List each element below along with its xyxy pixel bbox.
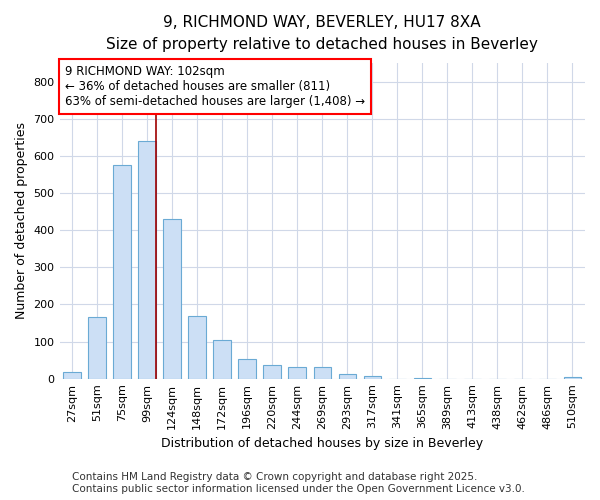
Y-axis label: Number of detached properties: Number of detached properties [15, 122, 28, 320]
Text: 9 RICHMOND WAY: 102sqm
← 36% of detached houses are smaller (811)
63% of semi-de: 9 RICHMOND WAY: 102sqm ← 36% of detached… [65, 64, 365, 108]
Title: 9, RICHMOND WAY, BEVERLEY, HU17 8XA
Size of property relative to detached houses: 9, RICHMOND WAY, BEVERLEY, HU17 8XA Size… [106, 15, 538, 52]
Bar [238, 360, 256, 378]
Bar [88, 318, 106, 378]
Text: Contains HM Land Registry data © Crown copyright and database right 2025.: Contains HM Land Registry data © Crown c… [72, 472, 478, 482]
Bar [214, 340, 231, 378]
Bar [113, 165, 131, 378]
Bar [139, 141, 156, 378]
Bar [188, 316, 206, 378]
Bar [338, 374, 356, 378]
Bar [163, 219, 181, 378]
Bar [314, 367, 331, 378]
Bar [564, 377, 581, 378]
Bar [63, 372, 81, 378]
Text: Contains public sector information licensed under the Open Government Licence v3: Contains public sector information licen… [72, 484, 525, 494]
Bar [289, 367, 306, 378]
X-axis label: Distribution of detached houses by size in Beverley: Distribution of detached houses by size … [161, 437, 484, 450]
Bar [364, 376, 381, 378]
Bar [263, 364, 281, 378]
